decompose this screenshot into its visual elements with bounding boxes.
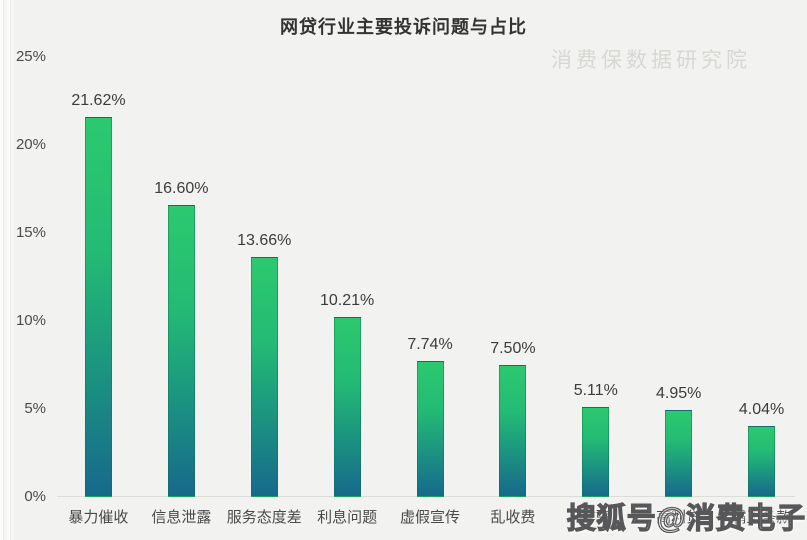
bar [499,365,527,497]
bar-group: 13.66% 服务态度差 [223,57,306,526]
left-edge-stripe-decoration [0,0,14,540]
y-tick-label: 20% [15,136,46,153]
bar [333,317,361,497]
publisher-watermark: 消费保数据研究院 [551,49,751,72]
sohu-account-watermark: 搜狐号@消费电子 [566,502,806,535]
x-axis-category-label: 利息问题 [317,509,378,526]
bar-value-label: 13.66% [237,231,292,249]
bar-value-label: 16.60% [154,179,209,197]
bars-container: 21.62% 暴力催收 16.60% 信息泄露 13.66% 服务态度差 10.… [57,57,803,527]
bar [250,256,278,497]
y-tick-label: 5% [24,400,46,417]
x-axis-category-label: 暴力催收 [68,509,129,526]
bar [84,116,112,497]
bar-value-label: 4.95% [655,384,702,402]
y-axis: 25% 20% 15% 10% 5% 0% [0,0,48,540]
x-axis-category-label: 服务态度差 [226,509,302,526]
y-tick-label: 15% [15,224,46,241]
x-axis-category-label: 霸王条款 [731,509,792,526]
x-axis-category-label: 信息泄露 [151,509,212,526]
bar-value-label: 5.11% [573,382,618,400]
y-tick-label: 10% [15,312,46,329]
bar-group: 7.74% 虚假宣传 [389,57,472,526]
bar-group: 10.21% 利息问题 [306,57,389,526]
bar-value-label: 21.62% [71,91,126,109]
bar-group: 21.62% 暴力催收 [57,57,140,527]
bar-group: 4.95% 高利贷 [637,57,720,526]
bar-group: 5.11% 诈骗 [554,57,637,526]
bar-group: 7.50% 乱收费 [471,57,554,526]
y-tick-label: 0% [24,488,46,505]
bar [748,425,776,497]
bar [582,407,610,497]
x-axis-category-label: 虚假宣传 [399,509,461,526]
bar-value-label: 10.21% [319,292,375,310]
bar [416,360,444,497]
x-axis-category-label: 诈骗 [580,509,611,526]
bar-value-label: 7.50% [490,340,536,357]
x-axis-category-label: 高利贷 [656,509,702,526]
x-axis-category-label: 乱收费 [490,509,536,526]
bar-group: 16.60% 信息泄露 [140,57,223,526]
bar-group: 4.04% 霸王条款 [720,57,803,526]
bar-value-label: 4.04% [738,400,785,418]
y-tick-label: 25% [15,48,46,65]
chart-title: 网贷行业主要投诉问题与占比 [280,17,527,37]
bar-value-label: 7.74% [407,335,453,353]
bar [665,409,693,497]
bar [167,204,195,497]
